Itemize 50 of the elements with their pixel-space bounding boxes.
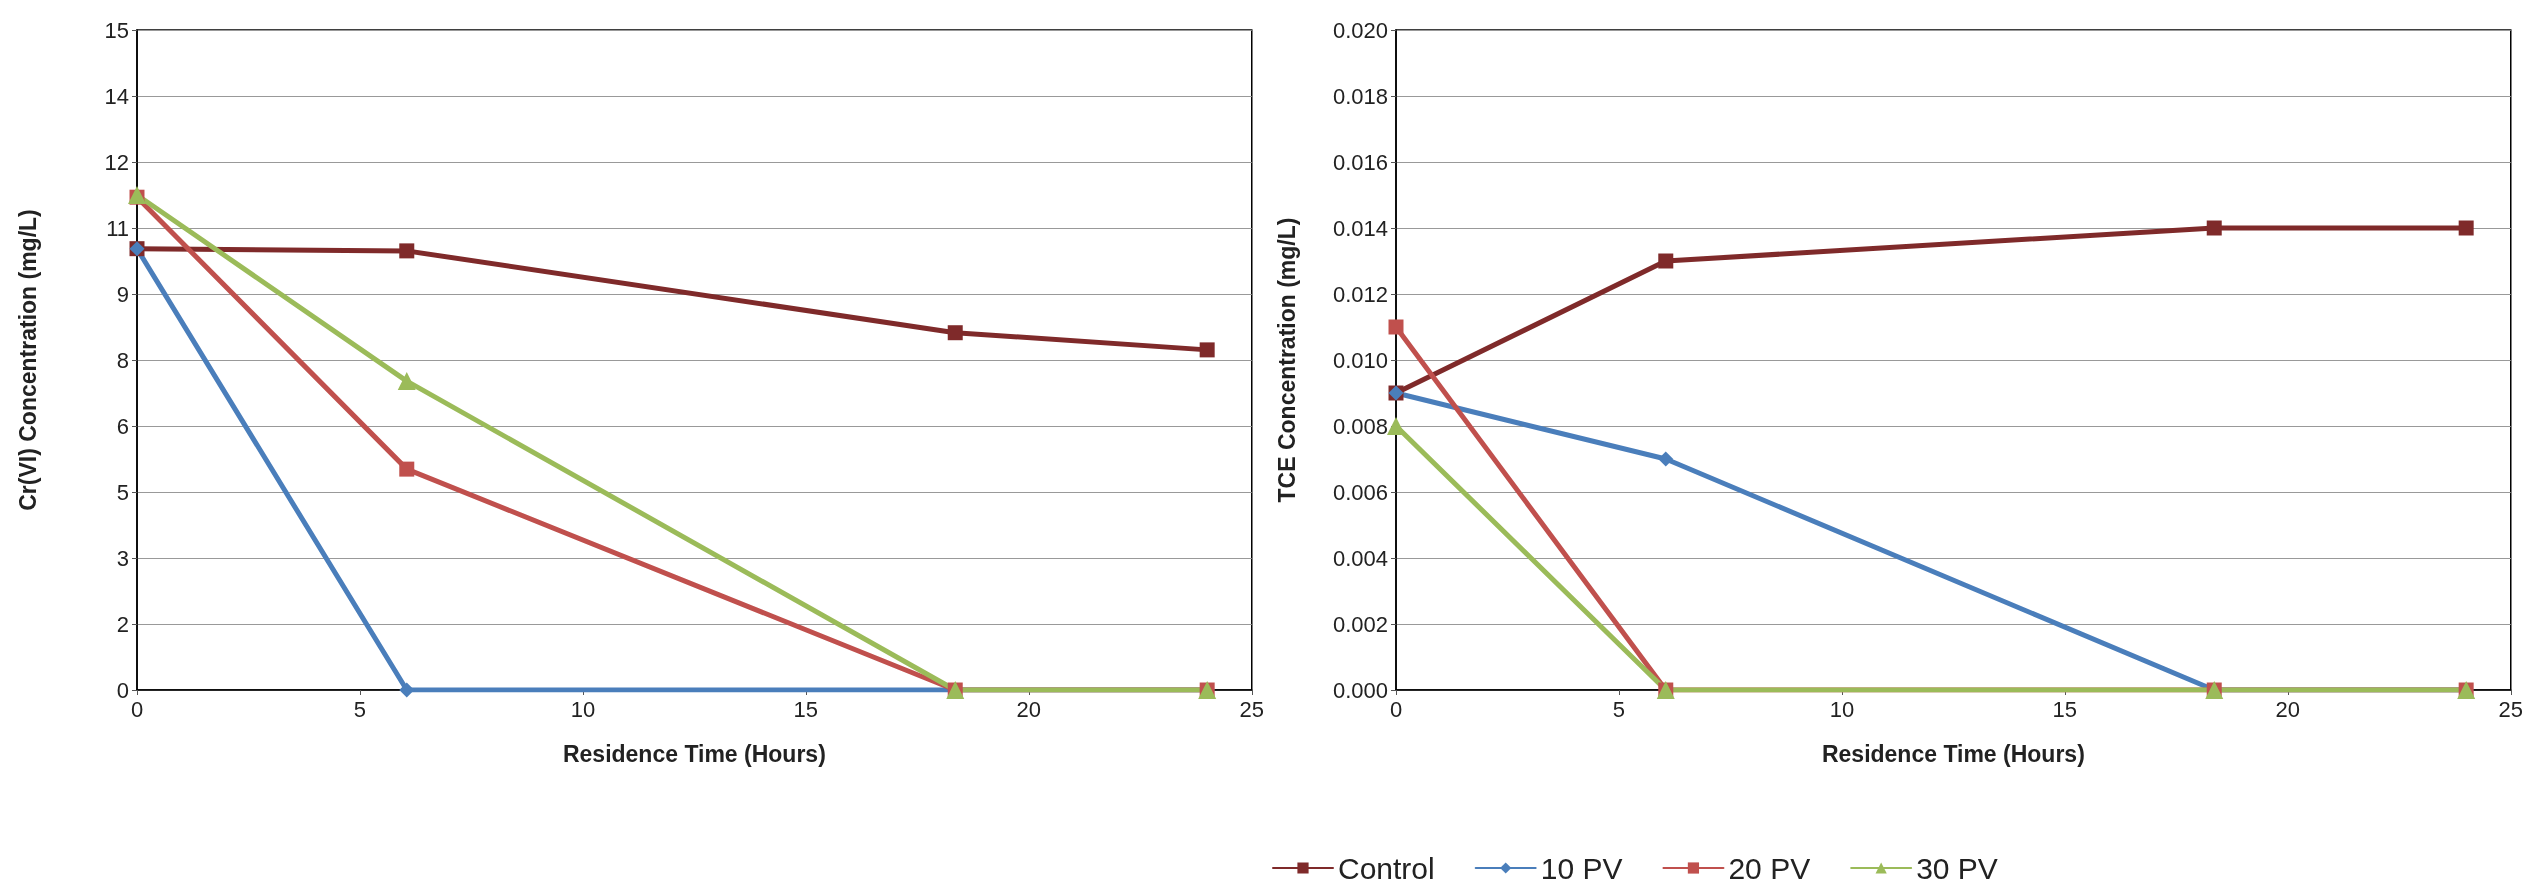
point xyxy=(1658,451,1674,467)
y-tick-label: 0.000 xyxy=(1332,677,1388,703)
x-tick-label: 15 xyxy=(2052,696,2078,722)
y-tick-label: 8 xyxy=(116,347,129,373)
y-tick-label: 5 xyxy=(116,479,129,505)
y-tick-label: 0.012 xyxy=(1332,281,1388,307)
x-axis-title: Residence Time (Hours) xyxy=(1821,740,2085,767)
y-tick-label: 0.018 xyxy=(1332,83,1388,109)
y-tick-label: 0.016 xyxy=(1332,149,1388,175)
point xyxy=(1658,253,1674,269)
y-tick-label: 2 xyxy=(116,611,129,637)
point xyxy=(1388,319,1404,335)
point xyxy=(947,325,963,341)
x-tick-label: 15 xyxy=(793,696,819,722)
point xyxy=(2206,220,2222,236)
y-tick-label: 0.008 xyxy=(1332,413,1388,439)
x-tick-label: 5 xyxy=(353,696,367,722)
y-tick-label: 0 xyxy=(116,677,129,703)
y-tick-label: 14 xyxy=(104,83,129,109)
legend-label: 10 PV xyxy=(1540,851,1623,885)
y-tick-label: 9 xyxy=(116,281,129,307)
y-tick-label: 0.014 xyxy=(1332,215,1388,241)
y-tick-label: 6 xyxy=(116,413,129,439)
y-tick-label: 0.004 xyxy=(1332,545,1388,571)
x-tick-label: 20 xyxy=(1016,696,1042,722)
y-tick-label: 11 xyxy=(106,215,129,241)
x-axis-title: Residence Time (Hours) xyxy=(562,740,826,767)
y-tick-label: 0.020 xyxy=(1332,17,1388,43)
legend-label: 30 PV xyxy=(1916,851,1998,885)
x-tick-label: 5 xyxy=(1612,696,1626,722)
legend-label: Control xyxy=(1338,851,1435,885)
point xyxy=(399,461,415,477)
y-tick-label: 3 xyxy=(116,545,129,571)
x-tick-label: 20 xyxy=(2275,696,2301,722)
y-tick-label: 12 xyxy=(104,149,129,175)
y-tick-label: 0.002 xyxy=(1332,611,1388,637)
y-tick-label: 0.006 xyxy=(1332,479,1388,505)
point xyxy=(397,372,416,391)
x-tick-label: 10 xyxy=(570,696,596,722)
point xyxy=(1199,342,1215,358)
x-tick-label: 25 xyxy=(1239,696,1265,722)
y-axis-title: TCE Concentration (mg/L) xyxy=(1273,217,1300,503)
y-tick-label: 0.010 xyxy=(1332,347,1388,373)
x-tick-label: 25 xyxy=(2498,696,2524,722)
point xyxy=(399,243,415,259)
y-axis-title: Cr(VI) Concentration (mg/L) xyxy=(14,209,41,511)
point xyxy=(2458,220,2474,236)
x-tick-label: 10 xyxy=(1829,696,1855,722)
y-tick-label: 15 xyxy=(104,17,129,43)
legend-label: 20 PV xyxy=(1728,851,1811,885)
